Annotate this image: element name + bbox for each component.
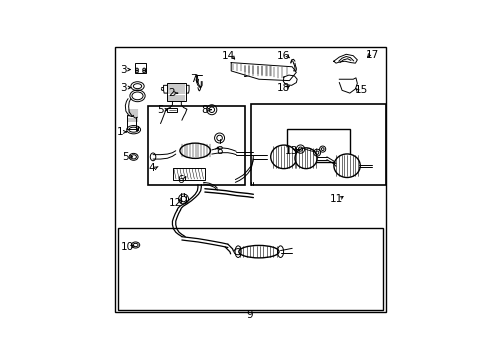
Ellipse shape	[270, 145, 296, 168]
Text: 6: 6	[177, 175, 183, 185]
Ellipse shape	[333, 154, 360, 177]
Bar	[167, 108, 177, 112]
Bar	[167, 82, 186, 102]
Bar	[148, 105, 244, 185]
Ellipse shape	[238, 246, 279, 258]
Bar	[286, 129, 350, 162]
Text: 2: 2	[168, 88, 175, 98]
Text: 12: 12	[168, 198, 182, 208]
Bar	[118, 228, 382, 310]
Text: 10: 10	[121, 242, 134, 252]
Text: 16: 16	[277, 51, 290, 61]
Text: 9: 9	[245, 310, 252, 320]
Ellipse shape	[180, 143, 210, 158]
Bar	[135, 63, 146, 73]
Text: 4: 4	[148, 163, 155, 173]
Polygon shape	[283, 75, 297, 85]
Text: 17: 17	[365, 50, 378, 60]
Text: 18: 18	[277, 82, 290, 93]
Polygon shape	[339, 78, 357, 93]
Bar	[173, 168, 204, 180]
Polygon shape	[231, 63, 296, 81]
Polygon shape	[333, 54, 357, 63]
Text: 7: 7	[190, 74, 197, 84]
Bar	[243, 66, 275, 76]
Text: 5: 5	[122, 152, 128, 162]
Bar	[342, 82, 352, 88]
Text: 11: 11	[329, 194, 342, 204]
Text: 14: 14	[222, 51, 235, 61]
Bar	[250, 104, 385, 185]
Text: 8: 8	[201, 105, 208, 115]
Text: 5: 5	[157, 105, 163, 115]
Text: 3: 3	[120, 64, 126, 75]
Text: 3: 3	[120, 82, 126, 93]
Text: 15: 15	[354, 85, 367, 95]
Text: 1: 1	[116, 127, 123, 137]
Ellipse shape	[294, 148, 317, 168]
Text: 8: 8	[216, 146, 223, 156]
Text: 13: 13	[285, 146, 298, 156]
